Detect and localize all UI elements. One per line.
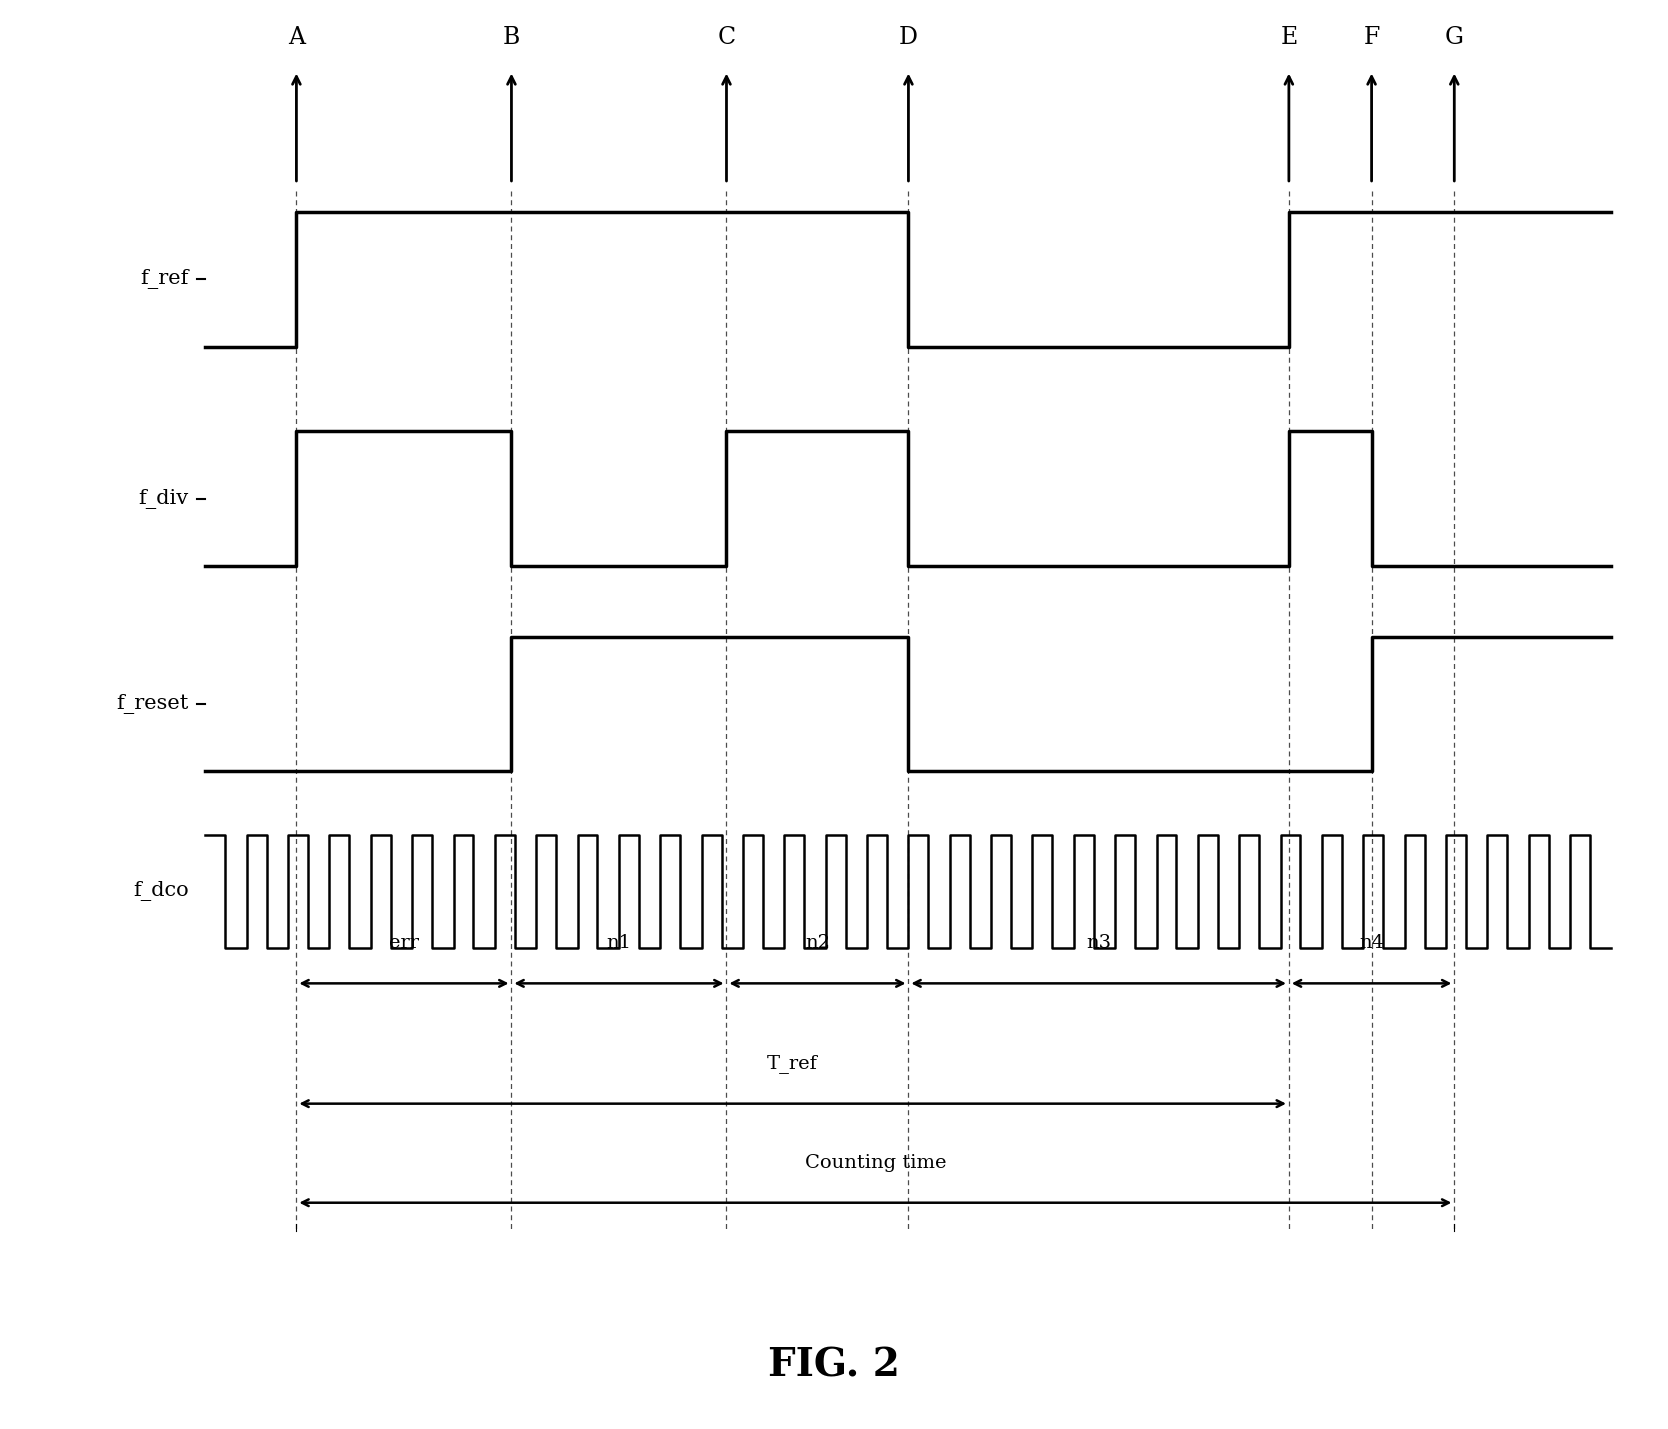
Text: Counting time: Counting time bbox=[804, 1153, 946, 1172]
Text: C: C bbox=[717, 26, 736, 50]
Text: n4: n4 bbox=[1359, 935, 1384, 952]
Text: n1: n1 bbox=[607, 935, 632, 952]
Text: err: err bbox=[389, 935, 419, 952]
Text: f_ref: f_ref bbox=[140, 269, 188, 289]
Text: f_reset: f_reset bbox=[117, 694, 188, 714]
Text: F: F bbox=[1363, 26, 1379, 50]
Text: D: D bbox=[899, 26, 917, 50]
Text: f_div: f_div bbox=[138, 489, 188, 509]
Text: G: G bbox=[1444, 26, 1465, 50]
Text: A: A bbox=[289, 26, 305, 50]
Text: T_ref: T_ref bbox=[767, 1053, 817, 1073]
Text: B: B bbox=[502, 26, 520, 50]
Text: FIG. 2: FIG. 2 bbox=[767, 1346, 901, 1385]
Text: n2: n2 bbox=[806, 935, 831, 952]
Text: n3: n3 bbox=[1086, 935, 1111, 952]
Text: E: E bbox=[1281, 26, 1298, 50]
Text: f_dco: f_dco bbox=[133, 882, 188, 902]
